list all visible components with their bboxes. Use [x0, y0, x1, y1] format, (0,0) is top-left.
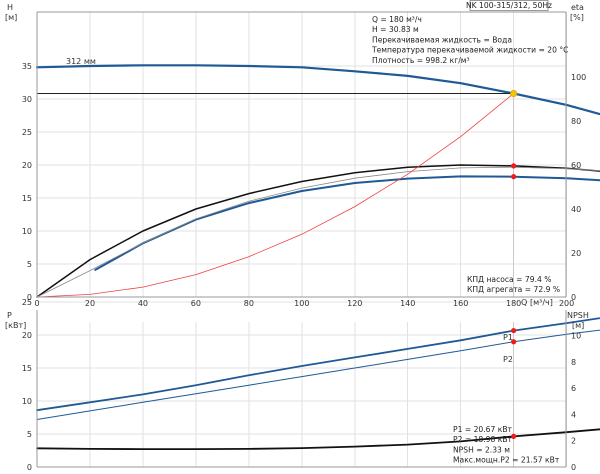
y2-tick-label: 10 — [571, 332, 581, 341]
efficiency-info-line: КПД агрегата = 72.9 % — [467, 285, 560, 294]
marker-point — [511, 174, 517, 180]
y-axis-label-power: P — [7, 311, 12, 320]
y2-tick-label: 20 — [571, 249, 581, 258]
info-line: Перекачиваемая жидкость = Вода — [372, 35, 512, 44]
y2-axis-unit-npsh: [м] — [572, 321, 584, 330]
series-line — [94, 175, 600, 271]
frame-layer — [36, 0, 567, 468]
marker-point — [511, 339, 517, 345]
x-axis-label: Q — [521, 298, 527, 307]
y-tick-label: 20 — [22, 161, 32, 170]
impeller-curve-label: 312 мм — [66, 57, 96, 66]
x-tick-label: 60 — [191, 299, 201, 308]
x-tick-label: 40 — [138, 299, 148, 308]
series-line — [35, 64, 600, 116]
operating-point — [510, 90, 518, 98]
model-badge: NK 100-315/312, 50Hz — [466, 1, 552, 10]
x-tick-label: 0 — [34, 299, 39, 308]
model-badge-box — [469, 0, 549, 11]
info-line: Температура перекачиваемой жидкости = 20… — [371, 46, 568, 55]
x-tick-label: 100 — [294, 299, 309, 308]
y-tick-label: 10 — [22, 227, 32, 236]
y-tick-label: 0 — [27, 463, 32, 472]
y2-tick-label: 40 — [571, 205, 581, 214]
series-line — [36, 329, 600, 420]
power-info-line: NPSH = 2.33 м — [453, 445, 510, 454]
y-tick-label: 5 — [27, 260, 32, 269]
series-line — [36, 93, 514, 298]
y-tick-label: 20 — [22, 331, 32, 340]
y2-tick-label: 60 — [571, 161, 581, 170]
marker-point — [511, 327, 517, 334]
y2-tick-label: 2 — [571, 437, 576, 446]
y-axis-label: H — [7, 3, 13, 12]
x-tick-label: 20 — [85, 299, 95, 308]
curve-layer — [35, 64, 600, 467]
efficiency-info-line: КПД насоса = 79.4 % — [467, 275, 551, 284]
y-tick-label: 15 — [22, 194, 32, 203]
y2-tick-label: 4 — [571, 410, 576, 419]
y2-tick-label: 80 — [571, 117, 581, 126]
y2-tick-label: 100 — [571, 73, 586, 82]
series-line — [36, 166, 600, 298]
y-tick-label: 25 — [22, 298, 32, 307]
grid-layer — [36, 12, 568, 467]
y-tick-label: 5 — [27, 430, 32, 439]
power-info-line: Макс.мощн.P2 = 21.57 кВт — [453, 456, 560, 465]
series-label-p2: P2 — [503, 355, 513, 364]
power-info-line: P2 = 18.98 кВт — [453, 435, 513, 444]
series-label-p1: P1 — [503, 333, 513, 342]
info-line: Q = 180 м³/ч — [372, 15, 422, 24]
y-axis-unit-power: [кВт] — [5, 321, 26, 330]
y-tick-label: 35 — [22, 62, 32, 71]
x-tick-label: 140 — [400, 299, 415, 308]
power-info-line: P1 = 20.67 кВт — [453, 425, 513, 434]
y2-tick-label: 0 — [571, 463, 576, 472]
x-tick-label: 80 — [244, 299, 254, 308]
y2-axis-label-npsh: NPSH — [567, 311, 589, 320]
y2-axis-unit: [%] — [570, 13, 584, 22]
y-tick-label: 25 — [22, 128, 32, 137]
series-line — [36, 428, 600, 451]
y2-tick-label: 0 — [571, 293, 576, 302]
text-layer: 0510152025303502040608010005101520250246… — [5, 1, 589, 472]
x-tick-label: 180 — [506, 299, 521, 308]
info-line: Плотность = 998.2 кг/м³ — [372, 56, 470, 65]
y2-tick-label: 6 — [571, 384, 576, 393]
y-tick-label: 10 — [22, 397, 32, 406]
y-tick-label: 15 — [22, 364, 32, 373]
y2-axis-label: eta — [571, 3, 584, 12]
marker-point — [511, 433, 517, 439]
x-tick-label: 200 — [559, 299, 574, 308]
y2-tick-label: 8 — [571, 358, 576, 367]
x-tick-label: 120 — [347, 299, 362, 308]
series-line — [36, 317, 600, 412]
x-axis-unit: [м³/ч] — [530, 298, 553, 307]
y-tick-label: 0 — [27, 293, 32, 302]
info-line: H = 30.83 м — [372, 25, 419, 34]
marker-point — [511, 163, 517, 169]
y-tick-label: 30 — [22, 95, 32, 104]
y-axis-unit: [м] — [5, 13, 17, 22]
x-tick-label: 160 — [453, 299, 468, 308]
